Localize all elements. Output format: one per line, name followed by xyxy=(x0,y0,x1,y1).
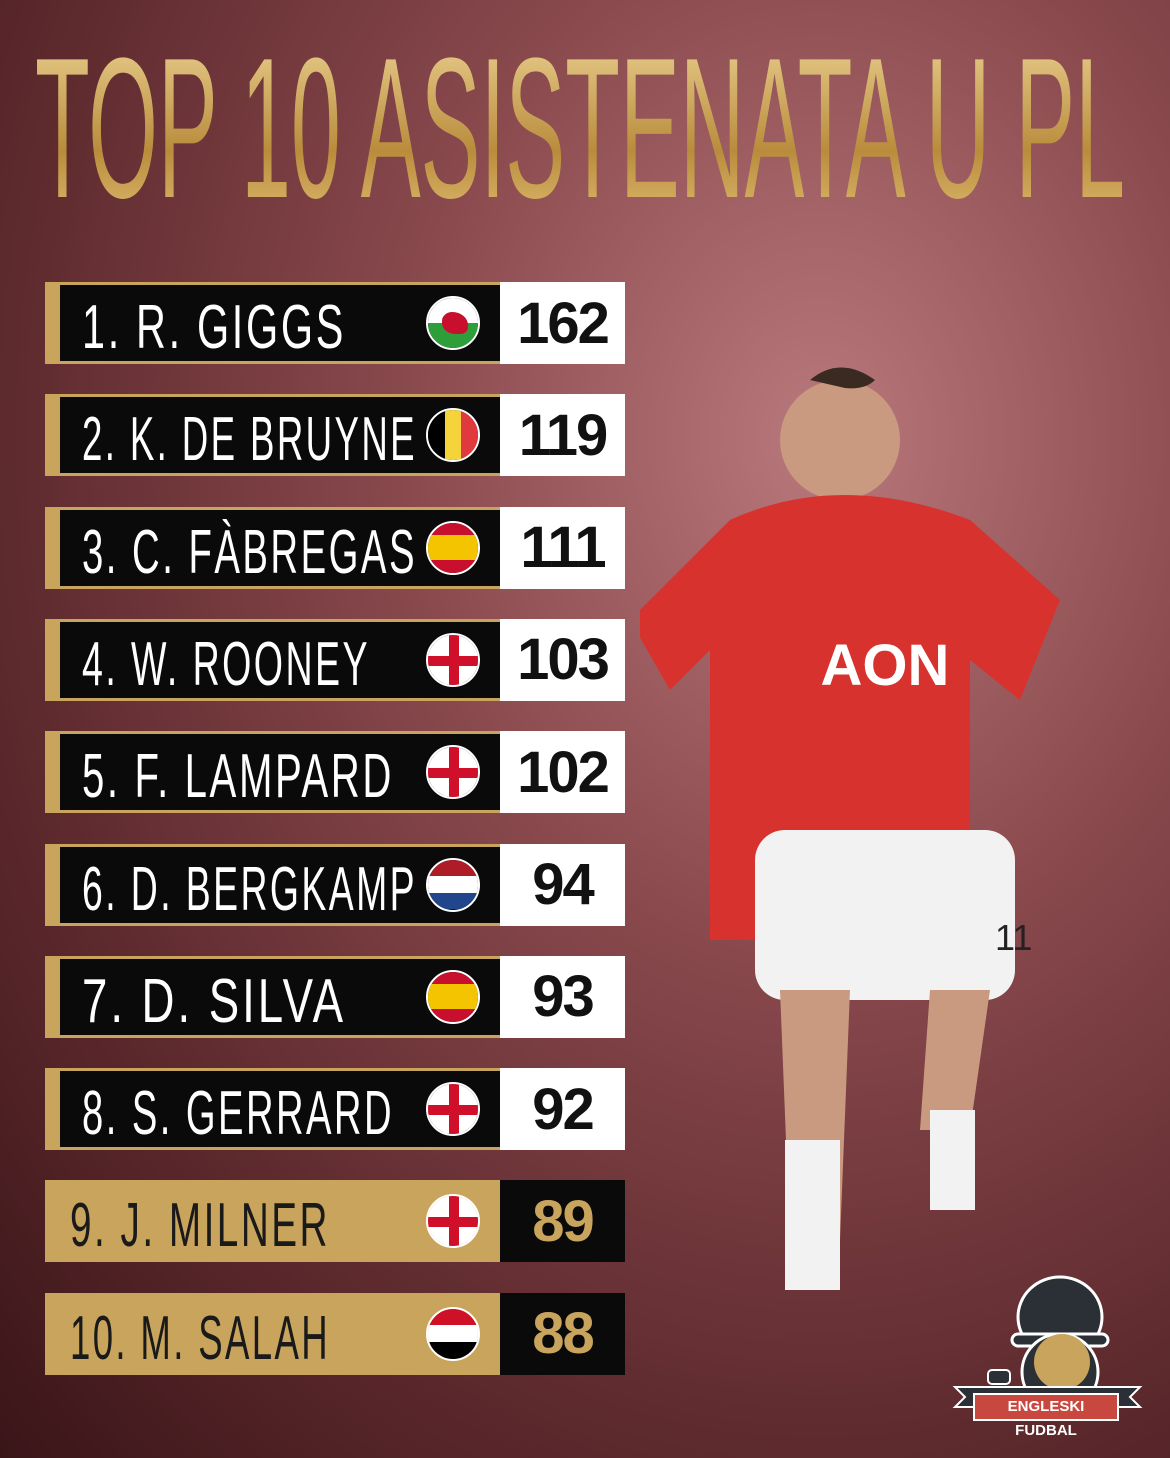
player-name-wrap: 5. F. LAMPARD xyxy=(82,742,394,810)
player-name-wrap: 1. R. GIGGS xyxy=(82,293,346,361)
assist-count: 119 xyxy=(518,402,609,468)
row-name-cell: 6. D. BERGKAMP xyxy=(60,843,500,926)
player-name: 4. W. ROONEY xyxy=(82,630,370,698)
row-value-cell: 103 xyxy=(500,618,625,701)
ranking-row: 10. M. SALAH 88 xyxy=(45,1292,625,1375)
assist-count: 102 xyxy=(517,739,610,805)
row-accent-bar xyxy=(45,618,60,701)
england-flag-icon xyxy=(426,632,480,687)
player-name: 8. S. GERRARD xyxy=(82,1079,394,1147)
ranking-row: 4. W. ROONEY 103 xyxy=(45,618,625,701)
row-name-cell: 8. S. GERRARD xyxy=(60,1068,500,1151)
row-name-cell: 9. J. MILNER xyxy=(60,1180,500,1263)
row-value-cell: 88 xyxy=(500,1292,625,1375)
player-name: 2. K. DE BRUYNE xyxy=(82,405,417,473)
player-name: 6. D. BERGKAMP xyxy=(82,855,417,923)
assist-count: 103 xyxy=(517,627,610,693)
player-name: 9. J. MILNER xyxy=(70,1191,330,1259)
ranking-row: 7. D. SILVA 93 xyxy=(45,955,625,1038)
ranking-row: 3. C. FÀBREGAS 111 xyxy=(45,506,625,589)
row-name-cell: 2. K. DE BRUYNE xyxy=(60,394,500,477)
egypt-flag-icon xyxy=(426,1306,480,1361)
ranking-row: 9. J. MILNER 89 xyxy=(45,1180,625,1263)
spain-flag-icon xyxy=(426,520,480,575)
row-value-cell: 111 xyxy=(500,506,625,589)
player-name: 7. D. SILVA xyxy=(82,967,346,1035)
england-flag-icon xyxy=(426,1194,480,1249)
row-accent-bar xyxy=(45,506,60,589)
england-flag-icon xyxy=(426,745,480,800)
logo-text: ENGLESKI FUDBAL xyxy=(973,1393,1119,1439)
row-value-cell: 119 xyxy=(500,394,625,477)
logo: ENGLESKI FUDBAL xyxy=(950,1262,1150,1439)
player-name-wrap: 4. W. ROONEY xyxy=(82,630,370,698)
player-name-wrap: 9. J. MILNER xyxy=(70,1191,330,1259)
player-name-wrap: 8. S. GERRARD xyxy=(82,1079,394,1147)
england-flag-icon xyxy=(426,1082,480,1137)
player-name-wrap: 3. C. FÀBREGAS xyxy=(82,518,417,586)
row-name-cell: 10. M. SALAH xyxy=(60,1292,500,1375)
row-value-cell: 162 xyxy=(500,282,625,364)
player-name-wrap: 2. K. DE BRUYNE xyxy=(82,405,417,473)
title-text: TOP 10 ASISTENATA U PL xyxy=(35,22,1125,212)
assist-count: 93 xyxy=(532,964,594,1030)
row-name-cell: 3. C. FÀBREGAS xyxy=(60,506,500,589)
player-name-wrap: 6. D. BERGKAMP xyxy=(82,855,417,923)
assist-count: 92 xyxy=(532,1076,594,1142)
row-value-cell: 93 xyxy=(500,955,625,1038)
row-name-cell: 5. F. LAMPARD xyxy=(60,731,500,814)
shirt-sponsor: AON xyxy=(821,633,950,698)
ranking-row: 1. R. GIGGS 162 xyxy=(45,282,625,364)
assist-count: 89 xyxy=(532,1188,594,1254)
spain-flag-icon xyxy=(426,969,480,1024)
player-name-wrap: 10. M. SALAH xyxy=(70,1304,330,1372)
row-accent-bar xyxy=(45,1068,60,1151)
player-name: 10. M. SALAH xyxy=(70,1304,330,1372)
assist-count: 162 xyxy=(517,290,610,356)
row-name-cell: 7. D. SILVA xyxy=(60,955,500,1038)
row-value-cell: 92 xyxy=(500,1068,625,1151)
row-name-cell: 4. W. ROONEY xyxy=(60,618,500,701)
player-name: 5. F. LAMPARD xyxy=(82,742,394,810)
row-accent-bar xyxy=(45,1292,60,1375)
row-value-cell: 89 xyxy=(500,1180,625,1263)
player-name-wrap: 7. D. SILVA xyxy=(82,967,346,1035)
wales-flag-icon xyxy=(426,296,480,350)
row-value-cell: 94 xyxy=(500,843,625,926)
ranking-row: 8. S. GERRARD 92 xyxy=(45,1068,625,1151)
row-accent-bar xyxy=(45,1180,60,1263)
player-image: AON 11 xyxy=(640,367,1060,1290)
assist-count: 94 xyxy=(532,852,594,917)
row-accent-bar xyxy=(45,843,60,926)
player-name: 1. R. GIGGS xyxy=(82,293,346,361)
player-name: 3. C. FÀBREGAS xyxy=(82,518,417,586)
row-accent-bar xyxy=(45,955,60,1038)
row-accent-bar xyxy=(45,394,60,477)
ranking-row: 5. F. LAMPARD 102 xyxy=(45,731,625,814)
assist-count: 88 xyxy=(532,1301,594,1367)
assist-count: 111 xyxy=(520,515,606,581)
shirt-number: 11 xyxy=(995,917,1032,958)
netherlands-flag-icon xyxy=(426,857,480,912)
ranking-row: 6. D. BERGKAMP 94 xyxy=(45,843,625,926)
ranking-row: 2. K. DE BRUYNE 119 xyxy=(45,394,625,477)
row-accent-bar xyxy=(45,731,60,814)
belgium-flag-icon xyxy=(426,408,480,463)
row-accent-bar xyxy=(45,282,60,364)
row-name-cell: 1. R. GIGGS xyxy=(60,282,500,364)
page-title: TOP 10 ASISTENATA U PL xyxy=(35,22,1125,212)
row-value-cell: 102 xyxy=(500,731,625,814)
